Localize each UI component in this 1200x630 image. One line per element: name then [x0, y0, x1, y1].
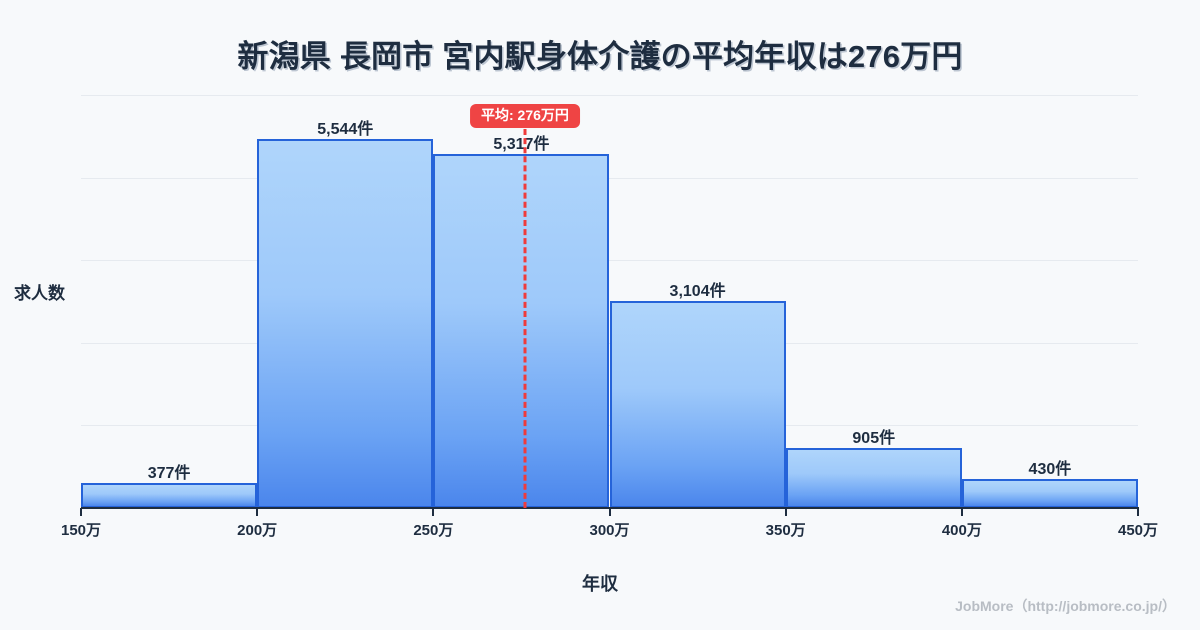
bar[interactable]: [81, 482, 258, 508]
bar[interactable]: [257, 138, 434, 508]
gridline: [81, 95, 1138, 96]
x-axis-tick-label: 300万: [589, 522, 630, 539]
bar[interactable]: [785, 447, 962, 508]
page-title: 新潟県 長岡市 宮内駅身体介護の平均年収は276万円: [237, 39, 963, 74]
bar[interactable]: [961, 479, 1138, 508]
x-axis-tick-label: 350万: [765, 522, 806, 539]
x-axis-tick: [432, 508, 435, 516]
bar-value-label: 5,544件: [317, 120, 374, 138]
watermark: JobMore（http://jobmore.co.jp/）: [955, 598, 1176, 614]
bar[interactable]: [433, 153, 610, 508]
x-axis-tick: [784, 508, 787, 516]
bar-value-label: 3,104件: [669, 283, 726, 301]
bar[interactable]: [609, 301, 786, 508]
x-axis-tick-label: 250万: [413, 522, 454, 539]
plot-area: [81, 95, 1138, 508]
y-axis-title: 求人数: [14, 284, 65, 303]
bar-value-label: 905件: [852, 429, 896, 447]
x-axis-tick-label: 450万: [1117, 522, 1159, 539]
average-badge: 平均: 276万円: [469, 104, 580, 129]
x-axis-tick: [960, 508, 963, 516]
gridline: [81, 177, 1138, 179]
x-axis-tick-label: 400万: [941, 522, 982, 539]
gridline: [81, 260, 1138, 262]
bar-value-label: 377件: [147, 464, 191, 482]
bar-value-label: 5,317件: [493, 135, 550, 153]
average-line: [523, 129, 527, 508]
x-axis-tick: [256, 508, 259, 516]
x-axis-tick: [608, 508, 611, 516]
x-axis-tick: [80, 508, 82, 516]
bar-value-label: 430件: [1028, 461, 1072, 479]
x-axis-title: 年収: [582, 574, 618, 594]
x-axis-tick-label: 200万: [237, 522, 278, 539]
x-axis-tick-label: 150万: [60, 522, 102, 539]
x-axis-tick: [1137, 508, 1139, 516]
